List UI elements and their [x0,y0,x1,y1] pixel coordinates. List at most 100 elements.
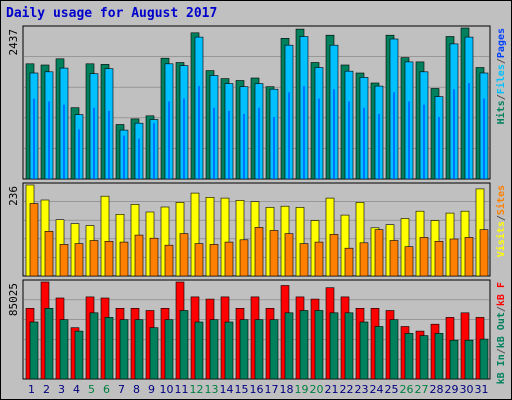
day-tick-label: 27 [415,383,429,396]
sites-bar [419,237,429,277]
sites-bar [149,237,159,277]
kb-out-bar [134,319,144,380]
kb-out-bar [119,319,129,380]
legend-separator: / [496,58,507,64]
sites-bar [254,227,264,277]
sites-bar [179,233,189,277]
sites-bar [209,244,219,277]
kb-out-bar [89,312,99,380]
requests-legend: Hits/Files/Pages [495,28,507,124]
kb-out-bar [164,319,174,380]
legend-item: Hits [495,100,507,124]
kb-out-bar [464,339,474,380]
kb-out-bar [254,319,264,380]
kb-out-bar [209,319,219,380]
requests-axis-max-label: 2437 [7,29,20,56]
kb-out-bar [359,321,369,380]
day-tick-label: 21 [325,383,339,396]
day-tick-label: 3 [58,383,65,396]
day-tick-label: 10 [160,383,174,396]
day-tick-label: 13 [205,383,219,396]
chart-title: Daily usage for August 2017 [6,6,218,21]
sites-bar [44,231,54,277]
sites-bar [134,234,144,277]
day-tick-label: 8 [133,383,140,396]
kb-out-bar [329,312,339,380]
legend-item: kB Out [496,312,507,348]
kb-out-bar [404,333,414,380]
sites-bar [89,240,99,277]
day-tick-label: 31 [475,383,489,396]
sites-bar [194,243,204,277]
visits-sites-legend: Visits/Sites [495,185,507,257]
day-tick-label: 26 [400,383,414,396]
kb-out-bar [44,307,54,380]
sites-bar [389,240,399,277]
sites-bar [299,243,309,277]
sites-bar [29,203,39,277]
day-tick-label: 9 [148,383,155,396]
day-tick-label: 4 [73,383,80,396]
day-tick-label: 17 [265,383,279,396]
kb-out-bar [314,310,324,380]
day-tick-label: 12 [190,383,204,396]
day-tick-label: 16 [250,383,264,396]
kb-out-bar [389,319,399,380]
kbytes-legend: kB In/kB Out/kB F [496,282,507,384]
legend-item: Files [495,64,507,94]
kb-out-bar [299,310,309,380]
kb-out-bar [29,321,39,380]
legend-item: Visits [495,221,507,257]
sites-bar [239,239,249,277]
kb-out-bar [149,327,159,380]
visits-sites-axis-max-label: 236 [7,186,20,206]
legend-item: kB In [496,354,507,384]
sites-bar [59,244,69,277]
kb-out-bar [59,319,69,380]
day-tick-label: 14 [220,383,234,396]
kb-out-bar [239,319,249,380]
sites-bar [329,234,339,277]
sites-bar [449,238,459,277]
sites-bar [224,241,234,277]
sites-bar [344,247,354,277]
sites-bar [74,243,84,277]
sites-bar [119,241,129,277]
day-tick-label: 22 [340,383,354,396]
sites-bar [314,241,324,277]
sites-bar [104,241,114,277]
day-tick-label: 15 [235,383,249,396]
legend-item: Sites [495,185,507,215]
kb-out-bar [269,319,279,380]
legend-separator: / [496,94,507,100]
kbytes-axis-max-label: 85025 [7,283,20,316]
day-tick-label: 28 [430,383,444,396]
day-tick-label: 19 [295,383,309,396]
kb-out-bar [479,338,489,380]
day-tick-label: 20 [310,383,324,396]
kb-out-bar [194,321,204,380]
kb-out-bar [434,333,444,380]
day-tick-label: 24 [370,383,384,396]
kb-out-bar [224,321,234,380]
day-tick-label: 23 [355,383,369,396]
sites-bar [284,233,294,277]
kb-out-bar [74,330,84,380]
kb-out-bar [104,317,114,380]
kb-out-bar [419,335,429,380]
day-tick-label: 29 [445,383,459,396]
sites-bar [434,241,444,277]
day-tick-label: 25 [385,383,399,396]
sites-bar [269,230,279,277]
kb-out-bar [374,326,384,380]
day-tick-label: 2 [43,383,50,396]
legend-item: Pages [496,28,507,58]
legend-separator: / [496,348,507,354]
sites-bar [374,229,384,277]
day-tick-label: 7 [118,383,125,396]
legend-separator: / [496,306,507,312]
day-tick-label: 1 [28,383,35,396]
day-tick-label: 18 [280,383,294,396]
